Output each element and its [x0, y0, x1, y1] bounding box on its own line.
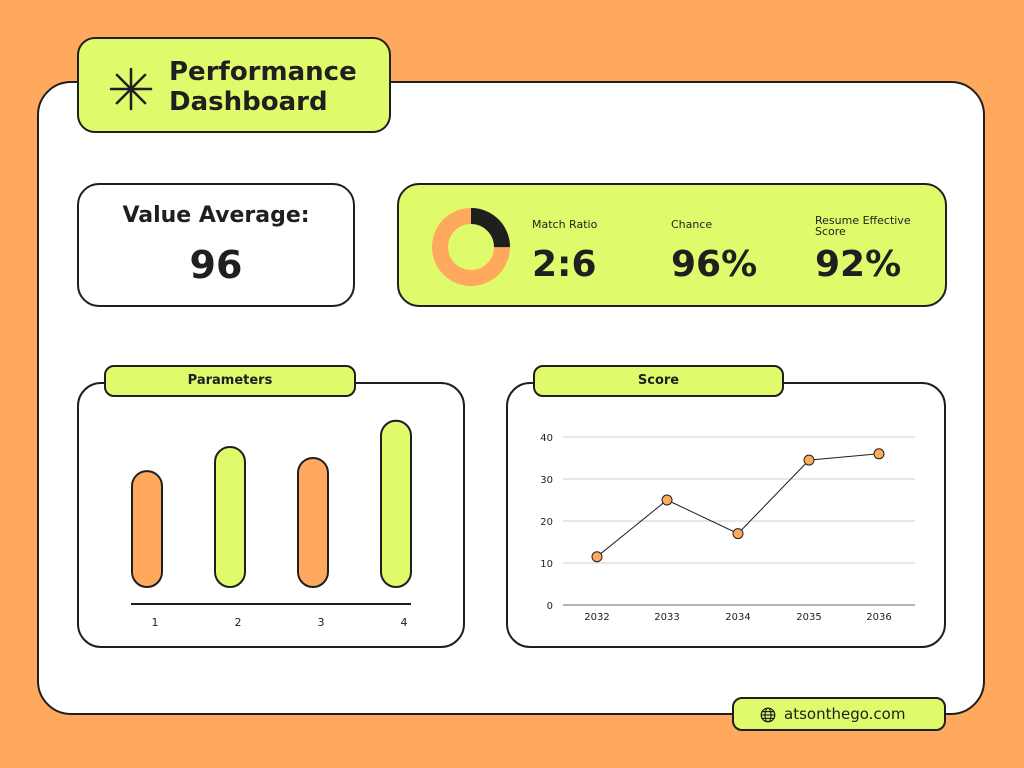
x-tick-label: 4 — [401, 616, 408, 629]
stat-label: Chance — [671, 218, 713, 231]
stat-resume-effective-score: Resume Effective Score 92% — [815, 215, 935, 285]
title-tab: Performance Dashboard — [77, 37, 391, 133]
point-2032 — [591, 551, 603, 563]
stat-label: Match Ratio — [532, 218, 598, 231]
value-average-label: Value Average: — [122, 203, 310, 228]
x-tick-label: 1 — [152, 616, 159, 629]
x-tick-label: 3 — [318, 616, 325, 629]
website-link[interactable]: atsonthego.com — [732, 697, 946, 731]
point-2036 — [873, 448, 885, 460]
score-line — [596, 453, 880, 558]
stat-value: 92% — [815, 244, 902, 285]
score-line-chart: 0 10 20 30 40 2032 2033 2034 2035 2036 — [540, 433, 915, 623]
parameters-bar-chart: 1 2 3 4 — [131, 419, 412, 629]
stat-label: Resume Effective Score — [815, 214, 911, 238]
stats-card: Match Ratio 2:6 Chance 96% Resume Effect… — [397, 183, 947, 307]
globe-icon — [760, 707, 776, 723]
x-tick-label: 2034 — [725, 612, 750, 623]
y-tick-label: 20 — [540, 517, 553, 528]
page-title: Performance Dashboard — [169, 57, 357, 117]
stat-chance: Chance 96% — [671, 219, 757, 285]
x-tick-label: 2035 — [796, 612, 821, 623]
y-tick-label: 30 — [540, 475, 553, 486]
value-average-card: Value Average: 96 — [77, 183, 355, 307]
asterisk-icon — [109, 67, 153, 111]
parameters-title: Parameters — [104, 365, 356, 397]
stat-value: 2:6 — [532, 244, 597, 285]
match-ratio-donut — [432, 208, 510, 286]
bar-1 — [131, 470, 163, 588]
bar-3 — [297, 456, 329, 588]
point-2035 — [803, 454, 815, 466]
point-2034 — [732, 528, 744, 540]
y-tick-label: 0 — [547, 601, 553, 612]
score-panel — [506, 382, 946, 648]
score-title: Score — [533, 365, 784, 397]
y-tick-label: 10 — [540, 559, 553, 570]
y-tick-label: 40 — [540, 433, 553, 444]
value-average-value: 96 — [189, 243, 243, 287]
stat-value: 96% — [671, 244, 758, 285]
x-tick-label: 2 — [235, 616, 242, 629]
point-2033 — [661, 494, 673, 506]
x-tick-label: 2036 — [866, 612, 891, 623]
x-tick-label: 2033 — [654, 612, 679, 623]
website-url: atsonthego.com — [784, 705, 906, 723]
bar-4 — [380, 419, 412, 588]
donut-dark-segment — [432, 208, 510, 286]
bar-2 — [214, 446, 246, 588]
stat-match-ratio: Match Ratio 2:6 — [532, 219, 597, 285]
x-tick-label: 2032 — [584, 612, 609, 623]
